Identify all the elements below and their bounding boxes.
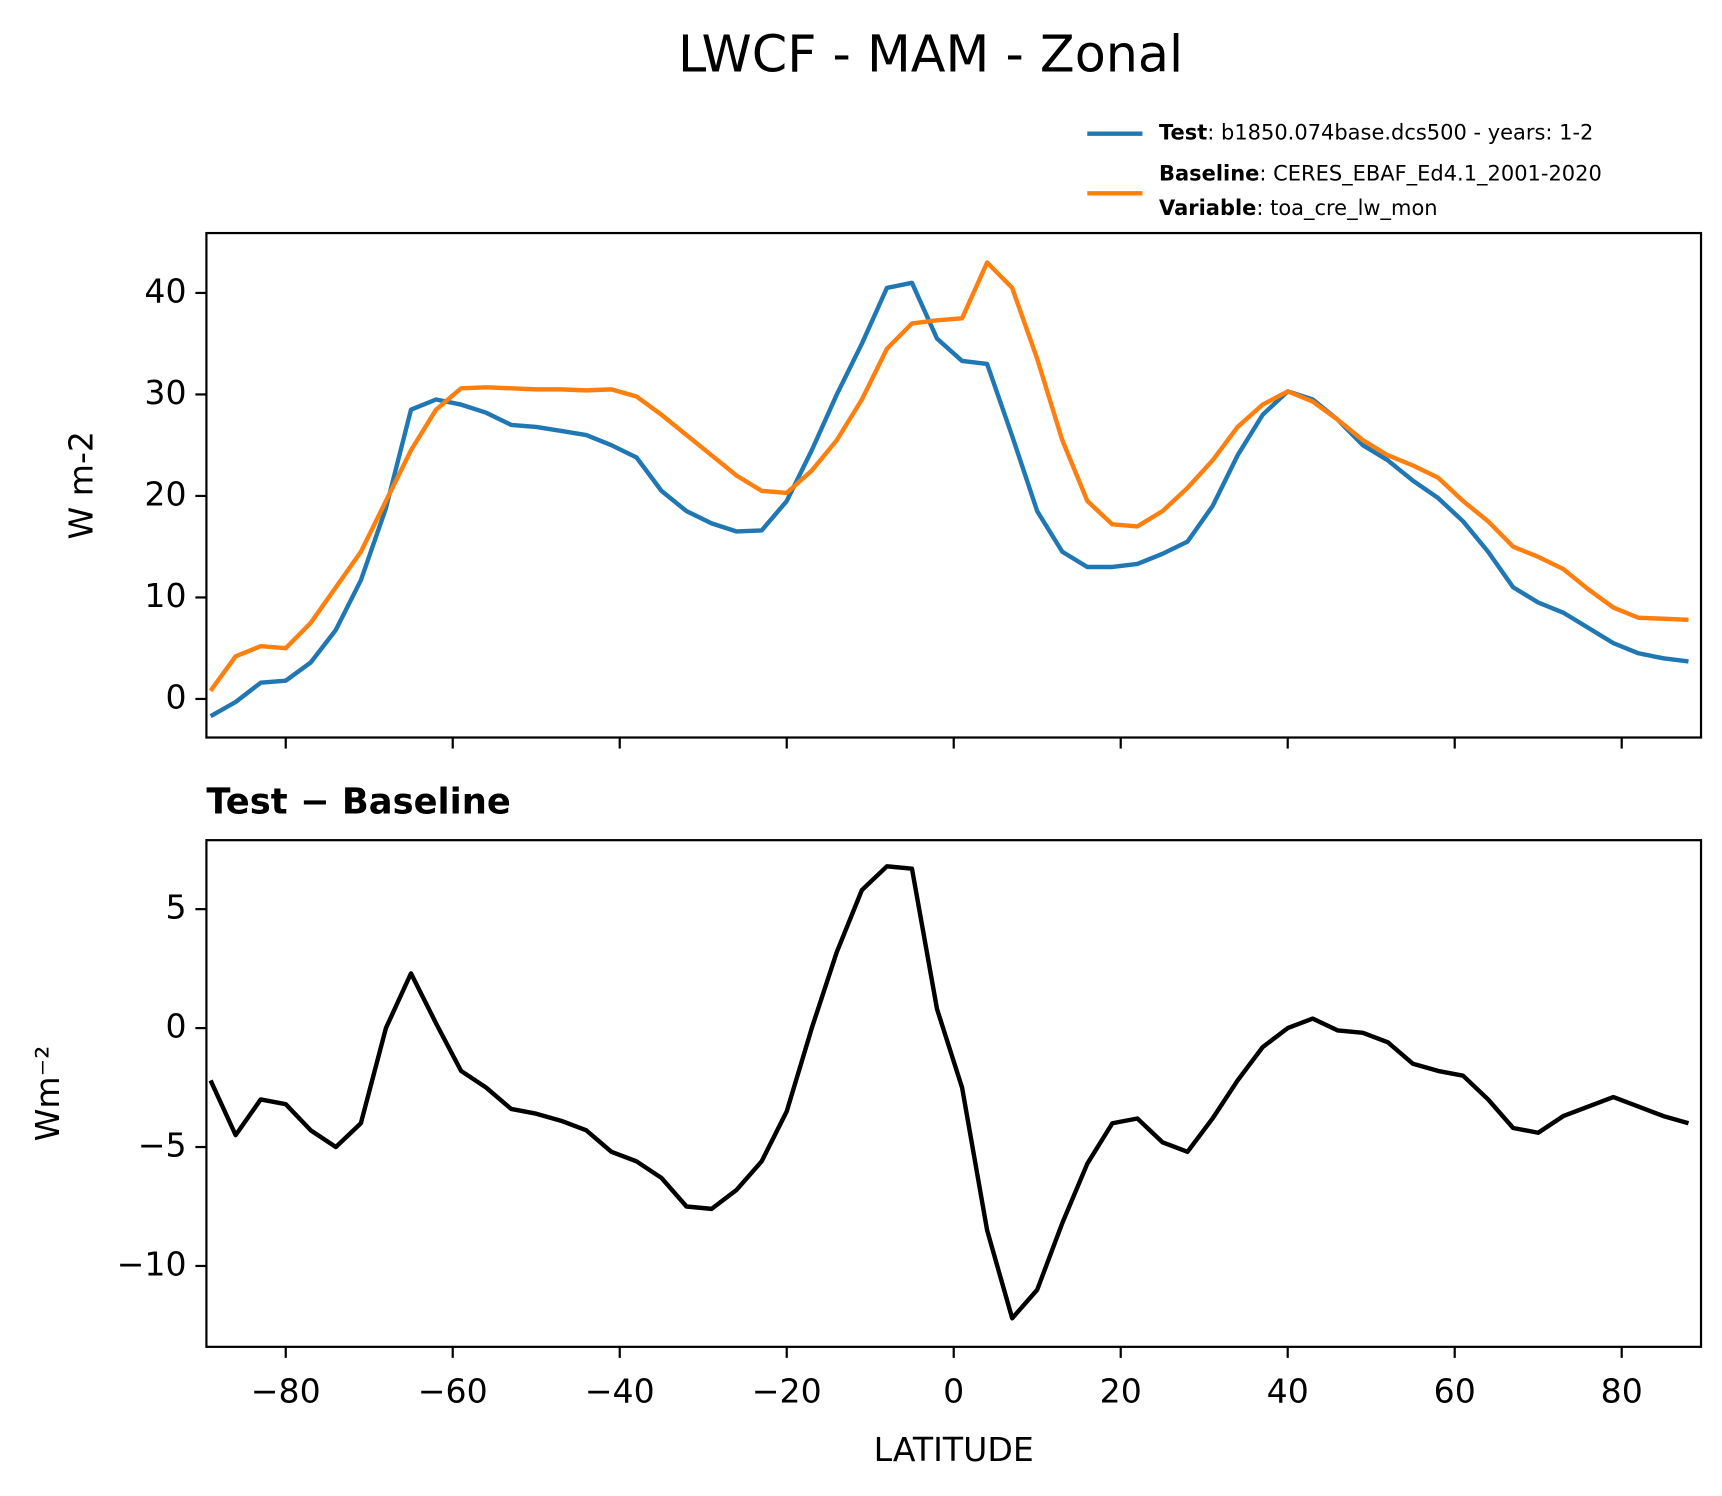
- legend-entry: Baseline: CERES_EBAF_Ed4.1_2001-2020: [1159, 162, 1602, 187]
- x-tick-label: 60: [1434, 1372, 1476, 1411]
- y-tick-label: 10: [144, 576, 186, 615]
- axes-frame: [205, 839, 1703, 1348]
- x-tick-label: −60: [418, 1372, 488, 1411]
- y-tick-label: 0: [165, 1007, 186, 1046]
- x-tick-label: 20: [1100, 1372, 1142, 1411]
- x-tick-label: −20: [752, 1372, 822, 1411]
- series-line: [208, 260, 1689, 693]
- x-tick-label: 80: [1601, 1372, 1643, 1411]
- figure-title: LWCF - MAM - Zonal: [678, 25, 1183, 84]
- subplot-title: Test − Baseline: [206, 782, 510, 823]
- series-line: [208, 864, 1690, 1321]
- y-tick-label: 20: [144, 474, 186, 513]
- y-axis-label: W m-2: [61, 431, 100, 540]
- legend-note: Variable: toa_cre_lw_mon: [1159, 196, 1438, 221]
- x-tick-label: −80: [251, 1372, 321, 1411]
- y-tick-label: 5: [165, 888, 186, 927]
- legend-note-label: Variable: [1159, 196, 1256, 220]
- x-tick-label: −40: [585, 1372, 655, 1411]
- axes-frame: [205, 231, 1703, 739]
- series-line: [209, 280, 1689, 719]
- legend-detail: : CERES_EBAF_Ed4.1_2001-2020: [1259, 162, 1601, 187]
- y-tick-label: 0: [165, 677, 186, 716]
- y-tick-label: −5: [138, 1126, 187, 1165]
- legend-name: Baseline: [1159, 162, 1259, 186]
- y-tick-label: 30: [144, 373, 186, 412]
- y-tick-label: 40: [144, 271, 186, 310]
- y-tick-label: −10: [117, 1244, 187, 1283]
- x-axis-label: LATITUDE: [874, 1430, 1034, 1469]
- y-axis-label: Wm⁻²: [28, 1046, 67, 1142]
- legend-detail: : b1850.074base.dcs500 - years: 1-2: [1207, 121, 1593, 145]
- x-tick-label: 40: [1267, 1372, 1309, 1411]
- legend-name: Test: [1159, 121, 1207, 145]
- x-tick-label: 0: [943, 1372, 964, 1411]
- legend-entry: Test: b1850.074base.dcs500 - years: 1-2: [1159, 121, 1593, 145]
- legend-note-text: : toa_cre_lw_mon: [1256, 196, 1437, 221]
